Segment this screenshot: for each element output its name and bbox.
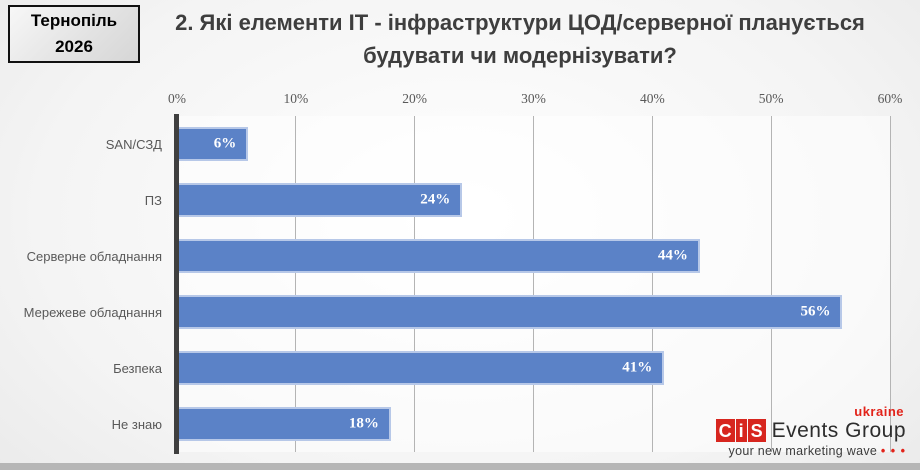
chart-title: 2. Які елементи ІТ - інфраструктури ЦОД/… bbox=[175, 10, 865, 68]
grid-line bbox=[889, 116, 891, 452]
category-label: SAN/СЗД bbox=[105, 136, 162, 152]
bar-value-label: 6% bbox=[213, 135, 237, 152]
grid-line bbox=[295, 116, 297, 452]
city-year-badge: Тернопіль 2026 bbox=[8, 5, 140, 63]
grid-line bbox=[770, 116, 772, 452]
logo-letter-block-s: S bbox=[747, 418, 766, 442]
bar-row: 44% bbox=[177, 228, 890, 284]
x-tick-label: 60% bbox=[877, 91, 903, 106]
bar-Безпека: 41% bbox=[177, 351, 665, 385]
bar-row: 56% bbox=[177, 284, 890, 340]
category-label: Серверне обладнання bbox=[26, 248, 162, 264]
x-tick-label: 10% bbox=[283, 91, 309, 106]
bar-row: 6% bbox=[177, 116, 890, 172]
x-tick-label: 30% bbox=[521, 91, 546, 106]
x-tick-label: 0% bbox=[168, 91, 186, 106]
logo-letter-block-c: C bbox=[715, 418, 735, 442]
logo-letter-block-i: i bbox=[735, 418, 747, 442]
bar-SAN/СЗД: 6% bbox=[177, 127, 249, 161]
cis-events-group-logo: ukraine C i S Events Group your new mark… bbox=[715, 405, 906, 458]
logo-tagline-text: your new marketing wave bbox=[728, 443, 881, 458]
badge-year: 2026 bbox=[55, 37, 93, 56]
x-tick-label: 50% bbox=[758, 91, 784, 106]
bar-Мережеве обладнання: 56% bbox=[177, 295, 843, 329]
y-axis-line bbox=[174, 114, 179, 454]
x-tick-label: 20% bbox=[402, 91, 428, 106]
plot-area: 6% 24% 44% 56% 41% 18% bbox=[177, 116, 891, 452]
category-axis: SAN/СЗД ПЗ Серверне обладнання Мережеве обл… bbox=[0, 116, 166, 452]
badge-city: Тернопіль bbox=[30, 10, 118, 30]
logo-dots: • • • bbox=[880, 443, 906, 458]
bar-row: 41% bbox=[177, 340, 890, 396]
bar-value-label: 18% bbox=[348, 415, 379, 432]
bar-value-label: 56% bbox=[800, 303, 831, 320]
bar-row: 18% bbox=[177, 396, 890, 452]
bar-Серверне обладнання: 44% bbox=[177, 239, 700, 273]
grid-line bbox=[414, 116, 416, 452]
x-axis-tick-row: 0% 10% 20% 30% 40% 50% 60% bbox=[168, 91, 902, 108]
bar-value-label: 24% bbox=[420, 191, 451, 208]
logo-company-name: Events Group bbox=[771, 418, 906, 442]
bar-Не знаю: 18% bbox=[177, 407, 391, 441]
grid-line bbox=[533, 116, 534, 452]
logo-tagline: your new marketing wave • • • bbox=[728, 443, 906, 458]
bar-value-label: 41% bbox=[622, 359, 653, 376]
x-tick-label: 40% bbox=[639, 91, 665, 106]
category-label: Безпека bbox=[113, 360, 162, 376]
slide-bottom-edge bbox=[0, 463, 920, 470]
logo-region-label: ukraine bbox=[854, 403, 904, 419]
category-label: ПЗ bbox=[144, 192, 162, 208]
logo-main-row: C i S Events Group bbox=[715, 418, 906, 442]
bar-ПЗ: 24% bbox=[177, 183, 463, 217]
bar-row: 24% bbox=[177, 172, 890, 228]
grid-line bbox=[651, 116, 653, 452]
category-label: Не знаю bbox=[111, 416, 162, 432]
bar-value-label: 44% bbox=[657, 247, 688, 264]
category-label: Мережеве обладнання bbox=[23, 304, 162, 320]
